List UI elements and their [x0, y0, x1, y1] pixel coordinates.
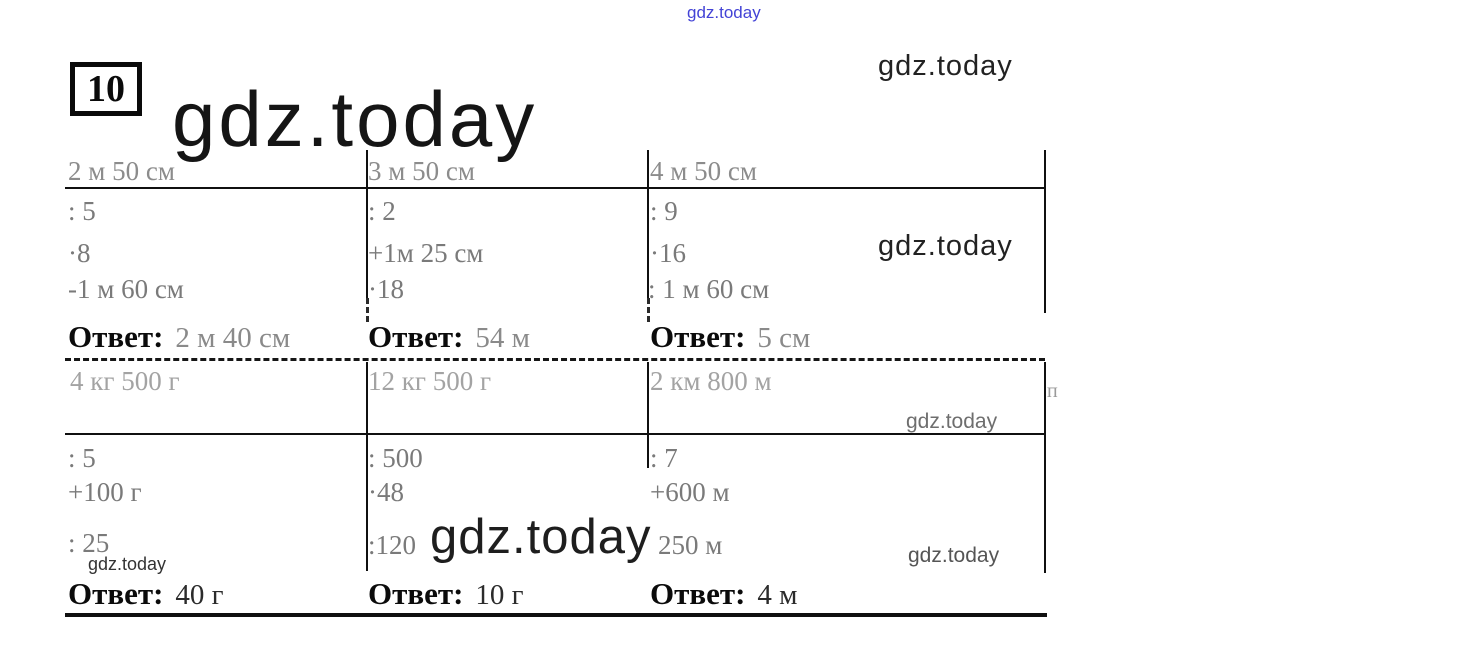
answer-value: 54 м: [475, 322, 531, 354]
block1-divider-2-dashed-tail: [647, 298, 650, 322]
block-separator-dashed-rule: [65, 358, 1045, 361]
answer-line: Ответ: 54 м: [368, 319, 530, 355]
watermark-row2-right: gdz.today: [906, 410, 998, 433]
step: : 2: [368, 196, 396, 226]
problem-header: 12 кг 500 г: [368, 366, 492, 396]
answer-label: Ответ:: [68, 576, 164, 611]
step: : 7: [650, 443, 678, 473]
block1-divider-1: [366, 150, 368, 298]
answer-line: Ответ: 5 см: [650, 319, 810, 355]
problem-number-badge: 10: [70, 62, 142, 116]
step: : 9: [650, 196, 678, 226]
block2-divider-1: [366, 362, 368, 571]
step: ·48: [368, 477, 404, 507]
block1-right-border: [1044, 150, 1046, 313]
answer-value: 4 м: [757, 579, 798, 611]
problem-header: 4 кг 500 г: [70, 366, 180, 396]
step: +100 г: [68, 477, 142, 507]
answer-label: Ответ:: [68, 319, 164, 354]
step: : 1 м 60 см: [648, 274, 770, 304]
answer-line: Ответ: 10 г: [368, 576, 524, 612]
watermark-bottom-left: gdz.today: [88, 554, 167, 574]
step: +1м 25 см: [368, 238, 484, 268]
site-link-watermark[interactable]: gdz.today: [687, 3, 761, 22]
answer-value: 10 г: [475, 579, 524, 611]
step: : 25: [68, 528, 110, 558]
answer-label: Ответ:: [368, 319, 464, 354]
block1-header-rule: [65, 187, 1045, 189]
answer-value: 5 см: [757, 322, 811, 354]
step: : 5: [68, 196, 96, 226]
answer-label: Ответ:: [368, 576, 464, 611]
step: : 500: [368, 443, 423, 473]
block2-divider-2: [647, 362, 649, 468]
problem-header: 4 м 50 см: [650, 156, 757, 186]
block1-divider-1-dashed-tail: [366, 298, 369, 322]
bottom-border: [65, 613, 1047, 617]
watermark-large-bottom: gdz.today: [430, 510, 652, 564]
problem-header: 3 м 50 см: [368, 156, 475, 186]
step: ·16: [650, 238, 686, 268]
stray-character: п: [1047, 380, 1058, 402]
answer-line: Ответ: 40 г: [68, 576, 224, 612]
answer-value: 2 м 40 см: [175, 322, 291, 354]
watermark-top-right: gdz.today: [878, 50, 1013, 82]
step: ·18: [368, 274, 404, 304]
step: ·8: [68, 238, 91, 268]
block2-header-rule: [65, 433, 1045, 435]
watermark-lower-right: gdz.today: [908, 544, 1000, 567]
watermark-large-top: gdz.today: [172, 75, 538, 163]
answer-label: Ответ:: [650, 576, 746, 611]
step: 250 м: [658, 530, 723, 560]
answer-label: Ответ:: [650, 319, 746, 354]
block2-right-border: [1044, 362, 1046, 573]
block1-divider-2: [647, 150, 649, 298]
answer-line: Ответ: 2 м 40 см: [68, 319, 290, 355]
step: : 5: [68, 443, 96, 473]
step: -1 м 60 см: [68, 274, 184, 304]
watermark-mid-right: gdz.today: [878, 230, 1013, 262]
answer-value: 40 г: [175, 579, 224, 611]
problem-header: 2 км 800 м: [650, 366, 772, 396]
step: +600 м: [650, 477, 730, 507]
step: :120: [368, 530, 417, 560]
answer-line: Ответ: 4 м: [650, 576, 798, 612]
problem-header: 2 м 50 см: [68, 156, 175, 186]
